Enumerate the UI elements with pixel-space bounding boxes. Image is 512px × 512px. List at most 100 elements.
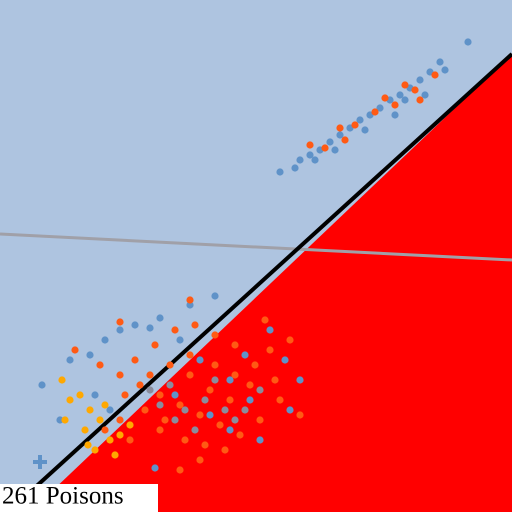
point [221,406,229,414]
point [226,426,234,434]
point [261,316,269,324]
point [96,416,104,424]
point [81,426,89,434]
point [376,104,384,112]
point [441,66,449,74]
point [286,406,294,414]
point [161,416,169,424]
point [391,111,399,119]
point [101,401,109,409]
point [201,396,209,404]
point [141,406,149,414]
point [186,301,194,309]
points [33,38,472,474]
point [171,326,179,334]
point [96,361,104,369]
point [186,296,194,304]
point [306,151,314,159]
label-box [0,484,158,512]
point [121,391,129,399]
point [231,341,239,349]
point [241,351,249,359]
point [126,421,134,429]
point [76,391,84,399]
point [156,314,164,322]
point [296,411,304,419]
point [111,451,119,459]
point [106,436,114,444]
point [246,396,254,404]
point [226,396,234,404]
point [126,436,134,444]
point [116,326,124,334]
point [176,466,184,474]
point [156,401,164,409]
point [381,94,389,102]
point [196,456,204,464]
point [421,91,429,99]
point [341,136,349,144]
point [321,144,329,152]
point [116,431,124,439]
point [71,346,79,354]
point [256,386,264,394]
point [401,96,409,104]
plus-point [33,455,47,469]
point [246,381,254,389]
point [336,131,344,139]
red-region [30,54,512,512]
point [391,101,399,109]
poison-count: 261 Poisons [2,483,124,510]
point [61,416,69,424]
point [231,416,239,424]
point [411,86,419,94]
point [101,336,109,344]
point [256,436,264,444]
point [236,431,244,439]
point [221,446,229,454]
point [166,361,174,369]
point [196,356,204,364]
point [171,391,179,399]
point [176,401,184,409]
gray-boundary [0,232,512,262]
point [464,38,472,46]
point [266,346,274,354]
point [416,96,424,104]
point [171,416,179,424]
point [156,391,164,399]
point [311,156,319,164]
point [116,416,124,424]
point [216,421,224,429]
point [281,356,289,364]
point [326,138,334,146]
point [286,336,294,344]
point [351,121,359,129]
point [86,406,94,414]
point [251,361,259,369]
point [401,81,409,89]
point [186,371,194,379]
point [146,324,154,332]
point [331,146,339,154]
point [231,371,239,379]
point [211,361,219,369]
point [196,411,204,419]
black-boundary [28,52,512,494]
point [306,141,314,149]
point [276,168,284,176]
point [396,91,404,99]
point [361,126,369,134]
point [186,351,194,359]
point [356,116,364,124]
point [296,156,304,164]
point [101,426,109,434]
point [266,326,274,334]
point [66,396,74,404]
point [166,381,174,389]
point [176,336,184,344]
point [211,292,219,300]
point [256,416,264,424]
